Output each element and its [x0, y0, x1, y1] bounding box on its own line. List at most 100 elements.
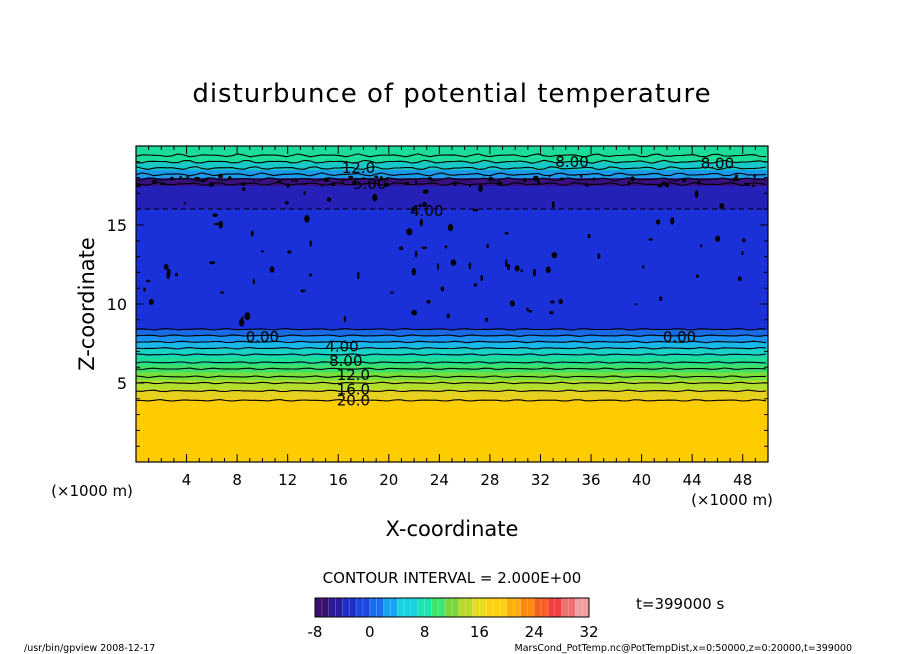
layer-band-1: [136, 389, 768, 400]
speckle-22: [303, 190, 306, 196]
x-tick-label-24: 24: [430, 471, 449, 489]
speckle-13: [220, 291, 224, 294]
plot-area: 20.016.012.08.004.000.00 0.004.005.0012.0…: [136, 146, 768, 462]
layer-band-13: [136, 169, 768, 179]
layer-band-9: [136, 329, 768, 337]
speckle-21: [269, 266, 275, 273]
x-tick-label-8: 8: [232, 471, 242, 489]
x-tick-label-12: 12: [278, 471, 297, 489]
colorbar-swatch-2: [328, 598, 336, 617]
speckle-54: [659, 296, 663, 302]
layer-band-0: [136, 398, 768, 462]
speckle-top-45: [348, 175, 354, 179]
color-layers: [136, 146, 768, 462]
speckle-17: [300, 289, 306, 293]
speckle-76: [166, 271, 170, 280]
speckle-74: [418, 204, 423, 207]
x-axis: 4 8 12 16 20 24 28 32 36 40 44 48: [148, 146, 756, 489]
x-tick-label-48: 48: [733, 471, 752, 489]
speckle-61: [473, 283, 477, 287]
colorbar-swatch-36: [561, 598, 569, 617]
speckle-70: [486, 243, 489, 249]
layer-band-11: [136, 185, 768, 210]
colorbar-swatch-16: [424, 598, 432, 617]
colorbar-swatch-19: [445, 598, 453, 617]
contour-label-4: 4.00: [325, 338, 358, 356]
speckle-87: [532, 268, 537, 277]
contour-label-3: 8.00: [329, 352, 362, 370]
speckle-85: [670, 217, 675, 225]
colorbar-swatch-14: [410, 598, 419, 617]
speckle-86: [146, 279, 151, 283]
chart-title: disturbunce of potential temperature: [192, 79, 711, 109]
colorbar-swatch-37: [568, 598, 576, 617]
contour-label-1: 16.0: [337, 380, 370, 398]
speckle-68: [309, 240, 313, 247]
colorbar-tick-label-32: 32: [579, 623, 598, 641]
x-tick-label-20: 20: [379, 471, 398, 489]
speckle-top-50: [291, 179, 294, 182]
colorbar-swatch-39: [582, 598, 590, 617]
colorbar-swatch-34: [547, 598, 556, 617]
speckle-top-36: [734, 174, 739, 178]
colorbar-swatch-31: [527, 598, 535, 617]
contour-line-7: [136, 346, 767, 350]
contour-interval-label: CONTOUR INTERVAL = 2.000E+00: [323, 569, 582, 587]
speckle-42: [422, 189, 429, 194]
speckle-56: [440, 286, 445, 292]
speckle-83: [406, 228, 413, 236]
speckle-79: [287, 250, 292, 254]
contour-line-0: [136, 399, 767, 402]
speckle-65: [218, 220, 223, 229]
colorbar-swatch-4: [342, 598, 350, 617]
speckle-58: [421, 246, 428, 250]
speckle-top-48: [665, 183, 669, 188]
speckle-45: [411, 310, 418, 316]
speckle-66: [308, 273, 313, 277]
speckle-62: [597, 253, 601, 259]
speckle-41: [551, 252, 558, 259]
contour-line-15: [136, 159, 767, 164]
speckle-72: [520, 269, 523, 273]
speckle-52: [250, 230, 254, 237]
x-tick-label-4: 4: [182, 471, 192, 489]
speckle-82: [526, 307, 529, 312]
x-tick-label-28: 28: [480, 471, 499, 489]
speckle-67: [715, 235, 721, 242]
x-tick-label-36: 36: [581, 471, 600, 489]
speckle-88: [510, 300, 515, 307]
speckle-top-32: [453, 181, 458, 186]
speckle-51: [741, 250, 744, 256]
speckle-47: [450, 259, 457, 266]
layer-band-6: [136, 348, 768, 357]
speckle-12: [514, 265, 520, 272]
colorbar-swatch-6: [356, 598, 364, 617]
layer-band-14: [136, 161, 768, 171]
speckle-63: [694, 190, 699, 198]
colorbar-swatch-33: [541, 598, 549, 617]
contour-line-11: [136, 181, 767, 187]
y-axis-label: Z-coordinate: [75, 237, 99, 371]
colorbar-swatch-27: [499, 598, 508, 617]
colorbar-swatch-10: [383, 598, 391, 617]
speckle-5: [244, 312, 251, 321]
colorbar-swatch-1: [321, 598, 329, 617]
x-tick-label-32: 32: [531, 471, 550, 489]
colorbar-swatch-30: [520, 598, 528, 617]
colorbar-swatch-7: [362, 598, 371, 617]
colorbar-swatch-28: [506, 598, 514, 617]
colorbar-swatch-17: [431, 598, 439, 617]
speckle-59: [390, 291, 394, 294]
time-label: t=399000 s: [636, 595, 724, 613]
colorbar-swatch-15: [417, 598, 425, 617]
x-tick-label-44: 44: [683, 471, 702, 489]
speckle-10: [357, 271, 360, 280]
contour-line-2: [136, 381, 767, 385]
speckle-11: [284, 201, 289, 205]
speckle-53: [326, 197, 332, 202]
speckle-top-56: [752, 184, 755, 187]
contour-line-13: [136, 172, 767, 177]
x-axis-units: (×1000 m): [691, 491, 773, 509]
contour-label-5: 0.00: [246, 328, 279, 346]
speckle-50: [260, 250, 265, 253]
